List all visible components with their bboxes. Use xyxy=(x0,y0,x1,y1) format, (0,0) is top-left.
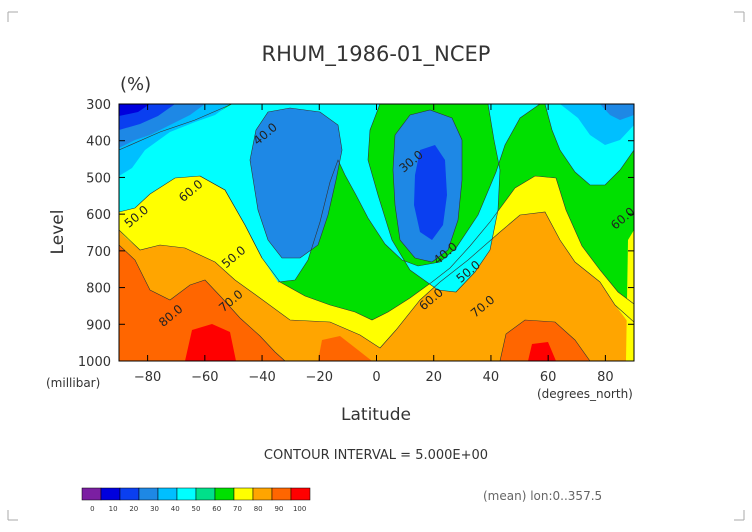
colorbar-label: 40 xyxy=(171,505,180,513)
colorbar-label: 70 xyxy=(233,505,242,513)
colorbar-label: 0 xyxy=(90,505,94,513)
colorbar-swatch xyxy=(252,487,273,501)
contour-band-70-80 xyxy=(119,212,634,361)
page-corner-marks xyxy=(7,11,745,521)
x-tick-label: 40 xyxy=(483,370,500,385)
colorbar-swatch xyxy=(119,487,140,501)
contour-interval-label: CONTOUR INTERVAL = 5.000E+00 xyxy=(264,448,488,463)
contour-line xyxy=(392,109,463,263)
x-unit-label: (degrees_north) xyxy=(537,387,633,401)
plot-area xyxy=(119,104,634,361)
x-axis: −80 −60 −40 −20 0 20 40 60 80 xyxy=(134,104,614,385)
x-tick-label: −20 xyxy=(306,370,333,385)
colorbar-label: 10 xyxy=(109,505,118,513)
contour-line xyxy=(119,244,286,361)
colorbar-swatch xyxy=(81,487,102,501)
y-tick-label: 500 xyxy=(86,171,111,186)
y-tick-label: 300 xyxy=(86,98,111,113)
contour-line xyxy=(544,104,634,186)
colorbar-label: 60 xyxy=(212,505,221,513)
x-tick-label: 20 xyxy=(425,370,442,385)
colorbar-swatch xyxy=(290,487,311,501)
y-tick-label: 900 xyxy=(86,318,111,333)
colorbar-swatch xyxy=(214,487,235,501)
y-axis-title: Level xyxy=(48,210,68,255)
contour-line xyxy=(249,107,343,259)
x-tick-label: 80 xyxy=(597,370,614,385)
contour-band-90-100 xyxy=(185,324,236,361)
colorbar-label: 20 xyxy=(129,505,138,513)
y-tick-label: 700 xyxy=(86,245,111,260)
contour-line xyxy=(119,104,233,151)
y-tick-label: 800 xyxy=(86,282,111,297)
contour-band-80-90 xyxy=(119,245,285,361)
contour-band-60-70 xyxy=(119,176,634,348)
y-tick-label: 1000 xyxy=(78,355,111,370)
colorbar: 0 10 20 30 40 50 60 70 80 90 100 xyxy=(81,487,311,513)
units-label: (%) xyxy=(120,74,151,95)
x-tick-label: 0 xyxy=(372,370,380,385)
colorbar-label: 80 xyxy=(254,505,263,513)
y-unit-label: (millibar) xyxy=(46,376,100,390)
contour-band-30-40 xyxy=(250,108,342,258)
contour-line xyxy=(119,211,634,349)
chart-title: RHUM_1986-01_NCEP xyxy=(262,42,491,67)
y-tick-label: 600 xyxy=(86,208,111,223)
contour-lines xyxy=(119,104,634,361)
colorbar-swatch xyxy=(100,487,121,501)
colorbar-label: 100 xyxy=(293,505,306,513)
footnote-lon-range: (mean) lon:0..357.5 xyxy=(483,489,602,503)
contour-line xyxy=(367,104,501,293)
contour-line xyxy=(499,319,591,361)
colorbar-swatch xyxy=(157,487,178,501)
x-axis-title: Latitude xyxy=(341,405,411,425)
contour-band-40-50 xyxy=(119,104,540,292)
colorbar-swatch xyxy=(138,487,159,501)
x-tick-label: −40 xyxy=(248,370,275,385)
x-tick-label: −60 xyxy=(191,370,218,385)
colorbar-swatch xyxy=(271,487,292,501)
x-tick-label: −80 xyxy=(134,370,161,385)
y-tick-label: 400 xyxy=(86,135,111,150)
y-axis: 300 400 500 600 700 800 900 1000 xyxy=(78,98,634,370)
colorbar-swatch xyxy=(195,487,216,501)
colorbar-label: 90 xyxy=(274,505,283,513)
x-tick-label: 60 xyxy=(540,370,557,385)
colorbar-swatch xyxy=(233,487,254,501)
colorbar-label: 30 xyxy=(150,505,159,513)
colorbar-swatch xyxy=(176,487,197,501)
contour-line xyxy=(277,104,541,283)
contour-line xyxy=(199,175,263,259)
colorbar-label: 50 xyxy=(192,505,201,513)
